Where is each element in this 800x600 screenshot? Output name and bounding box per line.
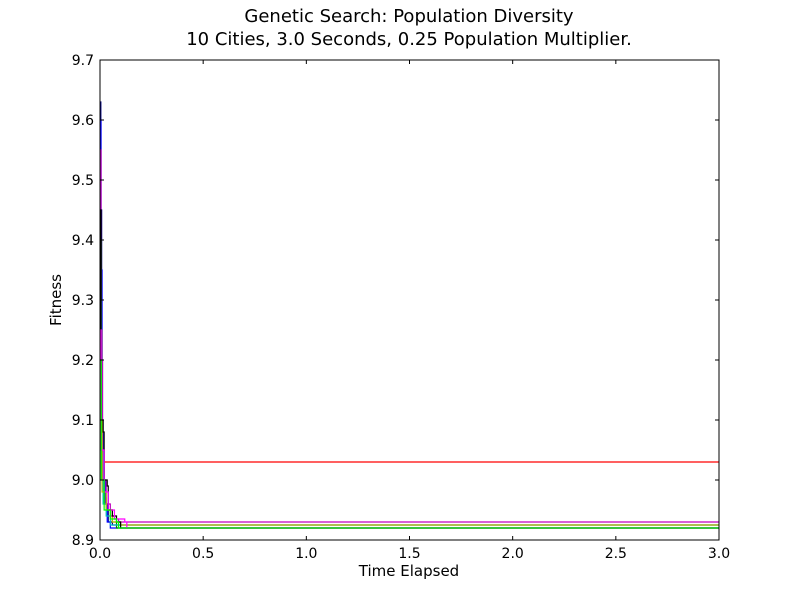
x-tick-label: 3.0 [708, 546, 730, 562]
x-axis-label: Time Elapsed [358, 562, 459, 580]
y-tick-label: 9.3 [72, 293, 94, 309]
plot-area-frame [99, 59, 720, 541]
series-line-run-6 [100, 149, 719, 523]
x-tick-label: 1.0 [295, 546, 317, 562]
series-line-run-3 [100, 239, 719, 529]
chart-subtitle: 10 Cities, 3.0 Seconds, 0.25 Population … [186, 29, 632, 50]
series-line-run-4 [100, 179, 719, 463]
y-tick-label: 9.2 [72, 353, 94, 369]
chart-title: Genetic Search: Population Diversity [244, 6, 574, 27]
x-tick-label: 1.5 [398, 546, 420, 562]
series-line-run-10 [100, 359, 719, 529]
y-tick-label: 9.5 [72, 173, 94, 189]
y-tick-label: 9.6 [72, 113, 94, 129]
y-tick-label: 9.4 [72, 233, 94, 249]
series-line-run-5 [100, 299, 719, 526]
y-tick-label: 9.0 [72, 473, 94, 489]
series-layer [100, 101, 719, 529]
y-tick-label: 9.1 [72, 413, 94, 429]
series-line-run-9 [100, 329, 719, 529]
series-line-run-8 [100, 209, 719, 529]
y-tick-label: 8.9 [72, 533, 94, 549]
series-line-run-7 [100, 269, 719, 526]
y-tick-label: 9.7 [72, 53, 94, 69]
x-tick-label: 2.5 [605, 546, 627, 562]
x-tick-label: 2.0 [502, 546, 524, 562]
series-line-run-2 [100, 119, 719, 529]
x-tick-label: 0.0 [89, 546, 111, 562]
y-axis-label: Fitness [47, 274, 65, 326]
ticks-layer: 0.0 0.5 1.0 1.5 2.0 2.5 3.0 8.9 9.0 9.1 9.2 9.3 9.4 9… [72, 53, 730, 562]
x-tick-label: 0.5 [192, 546, 214, 562]
